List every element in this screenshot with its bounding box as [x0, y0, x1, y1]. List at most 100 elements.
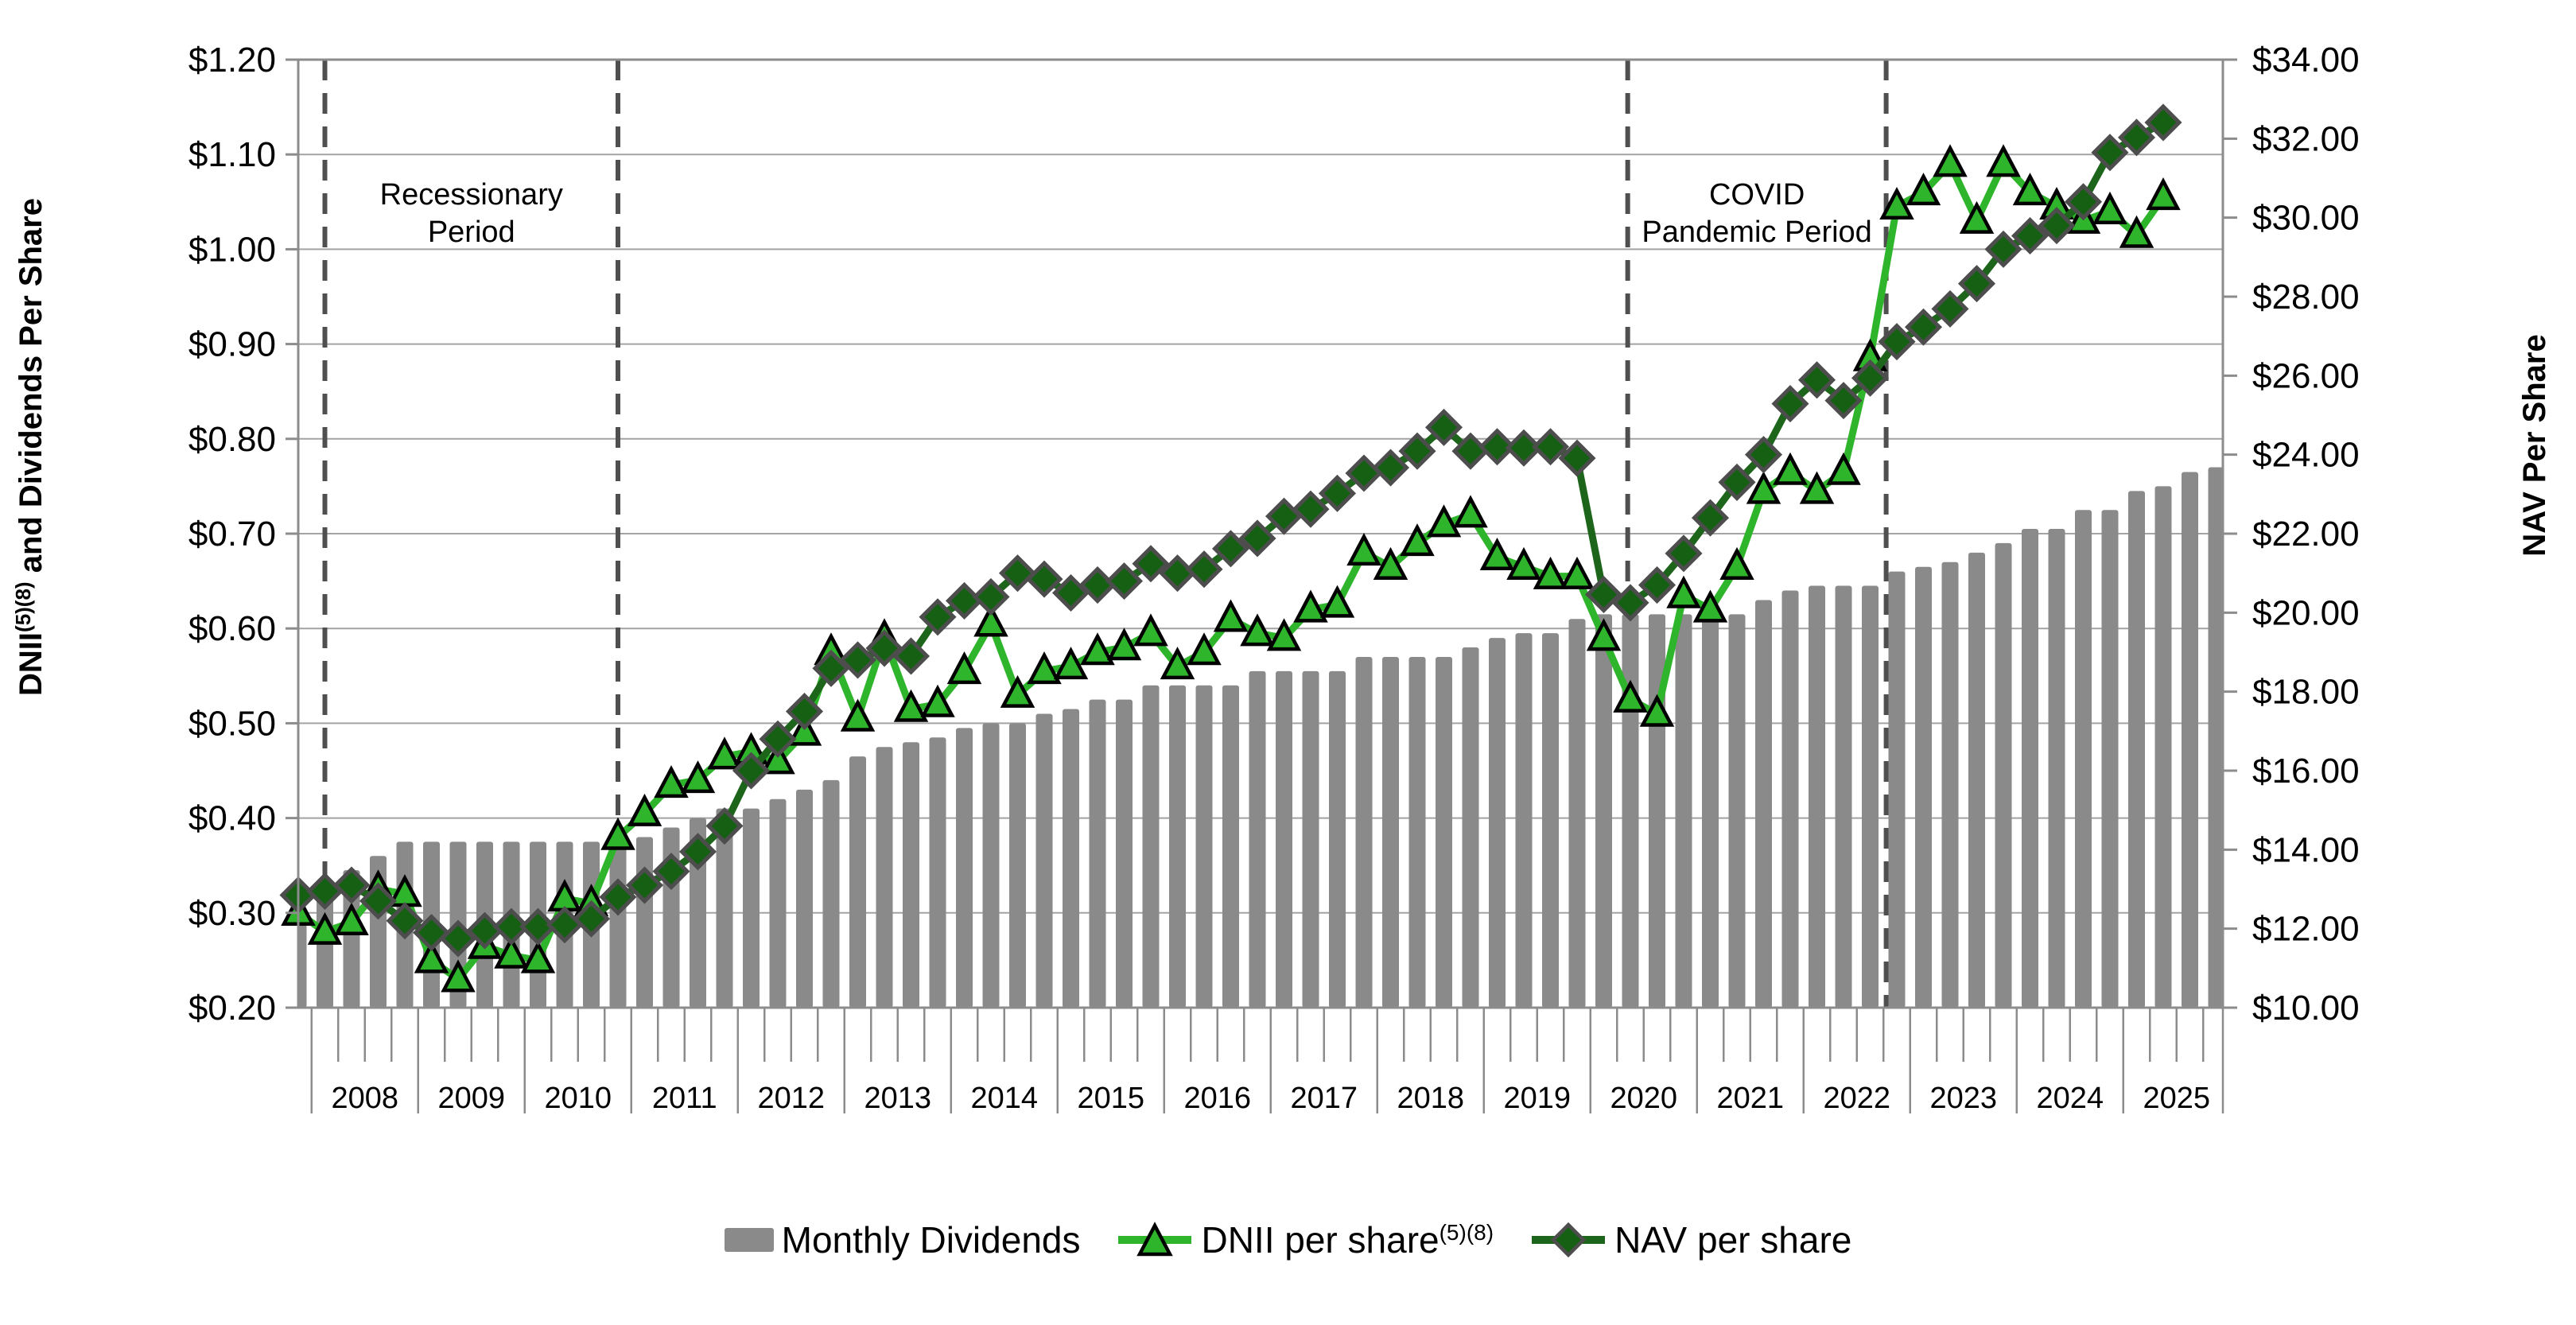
bar: [1781, 590, 1799, 1008]
x-axis-year-label: 2022: [1823, 1082, 1890, 1115]
bar: [1195, 685, 1213, 1008]
nav-diamond-marker: [1558, 439, 1596, 477]
left-axis-tick-label: $1.10: [188, 135, 276, 174]
dnii-triangle-marker: [2119, 215, 2154, 248]
left-axis-tick-label: $0.50: [188, 704, 276, 743]
annotation-recessionary-period: Recessionary Period: [379, 178, 563, 250]
nav-diamond-marker: [1211, 530, 1250, 568]
bar: [298, 922, 307, 1008]
dnii-triangle-marker: [1959, 200, 1995, 234]
nav-diamond-marker: [1638, 566, 1677, 604]
dnii-triangle-marker: [1719, 546, 1754, 580]
left-axis-tick-label: $1.00: [188, 230, 276, 269]
dnii-triangle-marker: [1560, 556, 1595, 589]
bar: [2022, 529, 2038, 1008]
right-axis-tick-label: $16.00: [2252, 752, 2360, 791]
bar: [1595, 614, 1612, 1008]
bar: [1702, 614, 1719, 1008]
bar: [1622, 614, 1639, 1008]
bar: [1408, 656, 1426, 1008]
right-axis-tick-label: $30.00: [2252, 199, 2360, 238]
nav-diamond-marker: [1132, 545, 1170, 583]
dnii-triangle-marker: [627, 793, 662, 826]
diamond-marker-icon: [1532, 1222, 1606, 1258]
bar: [716, 808, 733, 1008]
x-axis-year-label: 2012: [757, 1082, 825, 1115]
bar: [1515, 633, 1533, 1008]
dnii-triangle-marker: [1666, 575, 1701, 608]
nav-diamond-marker: [705, 806, 744, 845]
dnii-triangle-marker: [441, 959, 476, 993]
nav-diamond-marker: [492, 907, 530, 946]
nav-diamond-marker: [1105, 562, 1144, 600]
right-axis-tick-label: $32.00: [2252, 119, 2360, 158]
bar: [1355, 656, 1373, 1008]
right-axis-tick-label: $18.00: [2252, 673, 2360, 712]
legend-label-dnii-per-share: DNII per share(5)(8): [1201, 1219, 1494, 1261]
x-axis-year-label: 2023: [1929, 1082, 1997, 1115]
nav-diamond-marker: [1318, 474, 1357, 512]
monthly-dividends-bars: [298, 467, 2223, 1008]
bar: [1276, 670, 1292, 1008]
bar: [1862, 585, 1879, 1008]
left-axis-tick-label: $0.60: [188, 609, 276, 648]
bar: [317, 884, 333, 1008]
left-axis-tick-label: $0.20: [188, 989, 276, 1028]
dnii-triangle-marker: [1319, 585, 1355, 618]
nav-diamond-marker: [1025, 560, 1063, 598]
nav-diamond-marker: [439, 919, 477, 958]
bar: [769, 798, 787, 1008]
x-axis-year-label: 2020: [1610, 1082, 1677, 1115]
nav-diamond-marker: [1078, 566, 1117, 604]
x-axis-year-label: 2009: [437, 1082, 505, 1115]
bar: [2154, 486, 2172, 1008]
dnii-triangle-marker: [973, 604, 1008, 637]
bar: [1968, 552, 1985, 1008]
nav-diamond-marker: [1851, 359, 1890, 397]
dnii-triangle-marker: [840, 698, 876, 732]
triangle-marker-icon: [1118, 1222, 1192, 1257]
bar-swatch-icon: [724, 1228, 774, 1252]
legend-label-monthly-dividends: Monthly Dividends: [781, 1219, 1081, 1261]
left-axis-tick-label: $0.30: [188, 894, 276, 933]
nav-per-share-series: [279, 103, 2182, 958]
bar: [1915, 566, 1932, 1008]
nav-diamond-marker: [599, 878, 637, 916]
nav-diamond-marker: [1505, 429, 1543, 467]
nav-diamond-marker: [759, 720, 797, 758]
nav-diamond-marker: [812, 649, 850, 687]
dnii-triangle-marker: [1506, 546, 1541, 580]
nav-diamond-marker: [1185, 550, 1223, 589]
dnii-triangle-marker: [494, 935, 529, 969]
bar: [1462, 647, 1479, 1008]
dnii-triangle-marker: [307, 911, 343, 945]
dnii-triangle-marker: [1187, 632, 1222, 666]
dnii-triangle-marker: [2092, 191, 2127, 224]
nav-diamond-marker: [412, 914, 451, 952]
bar: [1063, 709, 1079, 1008]
right-axis-tick-label: $26.00: [2252, 356, 2360, 395]
dnii-triangle-marker: [893, 689, 929, 722]
dnii-triangle-marker: [1106, 628, 1142, 661]
bar: [1568, 619, 1586, 1008]
nav-diamond-marker: [1718, 463, 1756, 501]
nav-diamond-marker: [1824, 382, 1863, 420]
nav-diamond-marker: [625, 866, 664, 904]
bar: [1009, 723, 1026, 1008]
bar: [1436, 656, 1452, 1008]
dnii-triangle-marker: [1053, 647, 1089, 680]
bar: [796, 789, 813, 1008]
nav-diamond-marker: [1424, 408, 1463, 446]
bar: [636, 837, 653, 1008]
bar: [1116, 699, 1133, 1008]
dnii-triangle-marker: [654, 765, 689, 798]
dnii-triangle-marker: [680, 760, 716, 794]
annotation-covid-pandemic-period: COVID Pandemic Period: [1642, 178, 1872, 250]
x-axis-year-label: 2016: [1183, 1082, 1251, 1115]
nav-diamond-marker: [1878, 323, 1916, 361]
dnii-triangle-marker: [920, 684, 955, 717]
x-axis-year-label: 2018: [1397, 1082, 1464, 1115]
bar: [1142, 685, 1160, 1008]
x-axis-year-label: 2010: [544, 1082, 612, 1115]
nav-diamond-marker: [1931, 289, 1969, 328]
